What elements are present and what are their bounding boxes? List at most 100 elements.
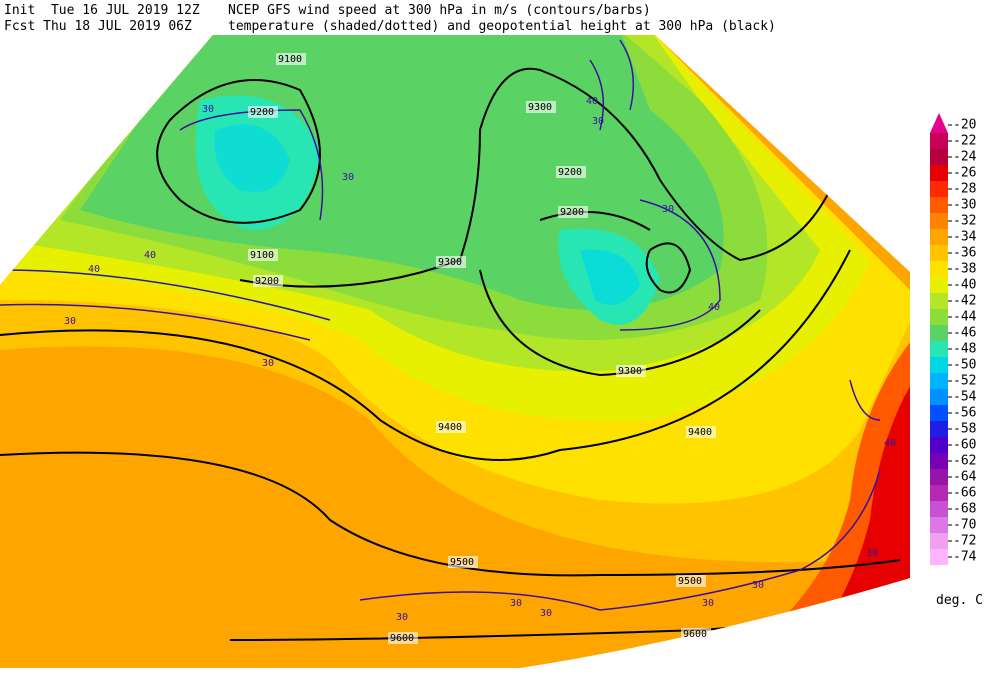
wind-label: 40 [88,264,100,275]
height-label: 9500 [678,576,702,587]
label-bg [676,575,706,587]
colorbar-label: -42 [953,294,976,309]
colorbar-band [930,261,948,277]
height-label: 9200 [255,276,279,287]
map-labels: 9100 9200 9300 9200 9200 9300 9100 9200 9300 9400… [64,53,896,644]
label-bg [436,421,466,433]
colorbar-band [930,293,948,309]
colorbar-cap [930,113,948,133]
colorbar-band [930,181,948,197]
height-label: 9600 [390,633,414,644]
colorbar-label: -50 [953,358,976,373]
colorbar-label: -26 [953,166,976,181]
colorbar-label: -66 [953,486,976,501]
colorbar-unit: deg. C [936,593,983,608]
colorbar-band [930,389,948,405]
colorbar-band [930,213,948,229]
colorbar: -20-22-24-26-28-30-32-34-36-38-40-42-44-… [930,113,977,565]
colorbar-label: -46 [953,326,976,341]
height-label: 9100 [278,54,302,65]
colorbar-label: -38 [953,262,976,277]
wind-label: 30 [64,316,76,327]
colorbar-band [930,277,948,293]
colorbar-label: -60 [953,438,976,453]
colorbar-label: -48 [953,342,976,357]
colorbar-label: -64 [953,470,977,485]
colorbar-band [930,309,948,325]
colorbar-band [930,325,948,341]
label-bg [276,53,306,65]
colorbar-band [930,133,948,149]
colorbar-band [930,405,948,421]
colorbar-label: -58 [953,422,976,437]
wind-label: 30 [592,116,604,127]
colorbar-band [930,453,948,469]
colorbar-band [930,533,948,549]
colorbar-band [930,549,948,565]
colorbar-label: -62 [953,454,976,469]
height-label: 9200 [560,207,584,218]
wind-label: 30 [702,598,714,609]
wind-label: 30 [396,612,408,623]
colorbar-band [930,197,948,213]
colorbar-label: -22 [953,134,976,149]
colorbar-label: -68 [953,502,976,517]
colorbar-label: -40 [953,278,976,293]
wind-label: 30 [662,204,674,215]
colorbar-band [930,485,948,501]
label-bg [558,206,588,218]
wind-label: 30 [752,580,764,591]
colorbar-band [930,501,948,517]
label-bg [253,275,283,287]
height-label: 9600 [683,629,707,640]
wind-label: 30 [866,548,878,559]
colorbar-label: -74 [953,550,977,565]
colorbar-label: -52 [953,374,976,389]
wind-label: 30 [262,358,274,369]
wind-label: 40 [884,438,896,449]
colorbar-label: -24 [953,150,977,165]
map-subtitle: temperature (shaded/dotted) and geopoten… [228,19,776,34]
colorbar-band [930,373,948,389]
label-bg [248,249,278,261]
label-bg [436,256,466,268]
label-bg [248,106,278,118]
height-label: 9300 [618,366,642,377]
colorbar-label: -36 [953,246,976,261]
label-bg [556,166,586,178]
colorbar-label: -34 [953,230,977,245]
colorbar-label: -30 [953,198,976,213]
wind-label: 40 [708,302,720,313]
height-label: 9300 [528,102,552,113]
colorbar-band [930,341,948,357]
colorbar-band [930,245,948,261]
label-bg [616,365,646,377]
wind-label: 30 [540,608,552,619]
init-line: Init Tue 16 JUL 2019 12Z [4,3,200,18]
height-label: 9200 [558,167,582,178]
label-bg [448,556,478,568]
colorbar-band [930,229,948,245]
colorbar-band [930,437,948,453]
colorbar-label: -44 [953,310,977,325]
label-bg [388,632,418,644]
height-label: 9300 [438,257,462,268]
colorbar-label: -72 [953,534,976,549]
colorbar-band [930,149,948,165]
wind-label: 30 [342,172,354,183]
label-bg [681,628,711,640]
height-label: 9500 [450,557,474,568]
height-label: 9400 [438,422,462,433]
label-bg [526,101,556,113]
wind-label: 40 [144,250,156,261]
colorbar-label: -20 [953,118,976,133]
wind-label: 30 [202,104,214,115]
colorbar-band [930,517,948,533]
wind-label: 30 [510,598,522,609]
colorbar-label: -70 [953,518,976,533]
colorbar-label: -28 [953,182,976,197]
height-label: 9200 [250,107,274,118]
height-label: 9100 [250,250,274,261]
height-label: 9400 [688,427,712,438]
